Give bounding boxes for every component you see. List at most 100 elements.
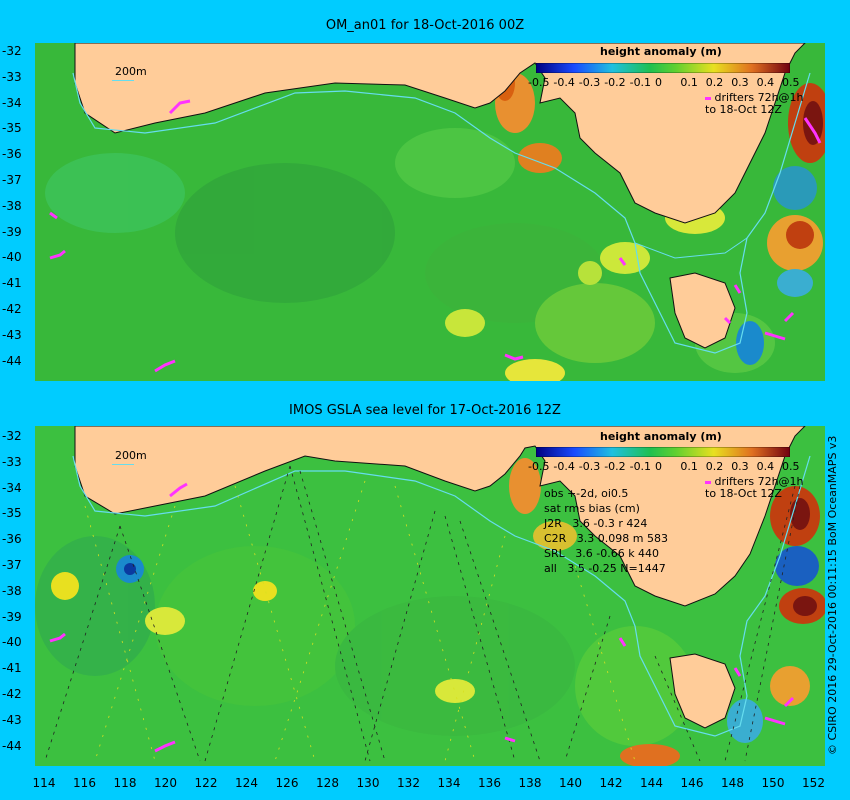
drifter-legend-swatch	[705, 480, 711, 484]
lon-tick: 144	[640, 776, 663, 790]
colorbar-tick-label: 0.2	[705, 76, 724, 89]
sea-level-anomaly-field	[45, 128, 775, 373]
colorbar-tick-label: 0.4	[756, 76, 775, 89]
credit-line: © CSIRO 2016 29-Oct-2016 00:11:15 BoM Oc…	[826, 435, 839, 755]
bottom-latitude-axis: -32 -33 -34 -35 -36 -37 -38 -39 -40 -41 -42 -43 -44	[0, 0, 30, 776]
bottom-lat-tick: -34	[2, 480, 22, 495]
colorbar-tick-label: 0.4	[756, 460, 775, 473]
colorbar-tick-label: -0.4	[553, 460, 575, 473]
top-lat-tick: -38	[2, 198, 22, 213]
bass-strait-contour	[634, 237, 748, 259]
top-lat-tick: -33	[2, 69, 22, 84]
satellite-track-observations	[44, 465, 801, 762]
stats-line: C2R 3.3 0.098 m 583	[544, 532, 668, 545]
lon-tick: 146	[680, 776, 704, 790]
lon-tick: 152	[802, 776, 825, 790]
lon-tick: 132	[397, 776, 420, 790]
colorbar-tick-label: 0	[655, 460, 662, 473]
top-map-panel	[35, 43, 825, 381]
colorbar-tick-label: 0.3	[731, 460, 749, 473]
top-latitude-axis: -32 -33 -34 -35 -36 -37 -38 -39 -40 -41 -42 -43 -44	[0, 0, 30, 390]
top-lat-tick: -37	[2, 173, 22, 187]
lon-tick: 138	[518, 776, 542, 790]
tasmania	[669, 272, 736, 349]
drifter-tracks	[49, 482, 795, 753]
top-map-svg	[35, 43, 825, 381]
colorbar-tick-label: -0.1	[629, 460, 652, 473]
lon-tick: 150	[761, 776, 785, 790]
stats-line: J2R 3.6 -0.3 r 424	[544, 517, 648, 530]
top-lat-tick: -43	[2, 327, 22, 342]
bottom-lat-tick: -39	[2, 609, 22, 624]
bottom-lat-tick: -40	[2, 635, 22, 650]
colorbar-tick-label: -0.2	[604, 460, 626, 473]
lon-tick: 124	[235, 776, 258, 790]
bottom-lat-tick: -44	[2, 738, 22, 753]
bottom-map-svg	[35, 426, 825, 766]
stats-line: all 3.5 -0.25 N=1447	[544, 562, 666, 575]
top-colorbar-title: height anomaly (m)	[600, 45, 722, 58]
bottom-contour-legend-line	[112, 464, 134, 465]
australia-mainland	[74, 426, 806, 607]
bottom-colorbar	[536, 447, 790, 457]
bottom-lat-tick: -33	[2, 454, 22, 469]
top-lat-tick: -42	[2, 302, 22, 316]
bottom-contour-label: 200m	[115, 449, 147, 462]
lon-tick: 126	[275, 776, 299, 790]
lon-tick: 142	[599, 776, 623, 790]
bottom-lat-tick: -41	[2, 661, 22, 676]
colorbar-tick-label: 0.3	[731, 76, 749, 89]
top-contour-legend-line	[112, 80, 134, 81]
satellite-track-observations-secondary	[84, 480, 636, 762]
top-drifters-line1: drifters 72h@1h	[714, 91, 804, 104]
shelf-contour-200m	[72, 72, 811, 354]
top-lat-tick: -34	[2, 95, 22, 110]
top-drifters-legend: drifters 72h@1h to 18-Oct 12Z	[705, 92, 804, 116]
stats-line: sat rms bias (cm)	[544, 502, 640, 515]
shelf-contour-200m	[72, 455, 811, 737]
bottom-drifters-line1: drifters 72h@1h	[714, 475, 804, 488]
longitude-axis: 114 116 118 120 122 124 126 128 130 132 134 136 138 1…	[0, 776, 850, 794]
bottom-drifters-legend: drifters 72h@1h to 18-Oct 12Z	[705, 476, 804, 500]
stats-line: obs +-2d, oi0.5	[544, 487, 629, 500]
bottom-map-panel	[35, 426, 825, 766]
bottom-lat-tick: -38	[2, 583, 22, 598]
top-lat-tick: -40	[2, 250, 22, 265]
bottom-lat-tick: -37	[2, 558, 22, 572]
drifter-tracks	[49, 99, 822, 373]
bottom-lat-tick: -32	[2, 429, 22, 443]
satellite-stats-block: obs +-2d, oi0.5 sat rms bias (cm) J2R 3.6 …	[544, 486, 668, 576]
australia-mainland	[74, 43, 806, 224]
colorbar-tick-label: -0.4	[553, 76, 575, 89]
lon-tick: 136	[478, 776, 501, 790]
bottom-lat-tick: -43	[2, 712, 22, 727]
top-colorbar	[536, 63, 790, 73]
colorbar-tick-label: 0.1	[680, 460, 698, 473]
tasmania	[669, 653, 736, 729]
colorbar-tick-label: -0.5	[528, 76, 550, 89]
lon-tick: 114	[32, 776, 56, 790]
colorbar-tick-label: 0.5	[782, 76, 800, 89]
colorbar-tick-label: -0.5	[528, 460, 550, 473]
top-lat-tick: -44	[2, 353, 22, 368]
lon-tick: 118	[113, 776, 137, 790]
lon-tick: 134	[437, 776, 461, 790]
top-lat-tick: -41	[2, 276, 22, 291]
lon-tick: 122	[194, 776, 218, 790]
colorbar-tick-label: -0.1	[629, 76, 652, 89]
top-lat-tick: -35	[2, 121, 22, 136]
lon-tick: 116	[73, 776, 96, 790]
lon-tick: 140	[559, 776, 582, 790]
drifter-legend-swatch	[705, 96, 711, 100]
bottom-colorbar-title: height anomaly (m)	[600, 430, 722, 443]
stats-line: SRL 3.6 -0.66 k 440	[544, 547, 660, 560]
lon-tick: 148	[721, 776, 744, 790]
lon-tick: 130	[356, 776, 380, 790]
colorbar-tick-label: -0.3	[578, 460, 601, 473]
colorbar-tick-label: 0.2	[705, 460, 724, 473]
colorbar-tick-label: 0.5	[782, 460, 800, 473]
sea-level-anomaly-hotspots	[445, 65, 825, 381]
bottom-lat-tick: -42	[2, 687, 22, 701]
top-lat-tick: -32	[2, 44, 22, 58]
colorbar-tick-label: -0.3	[578, 76, 601, 89]
